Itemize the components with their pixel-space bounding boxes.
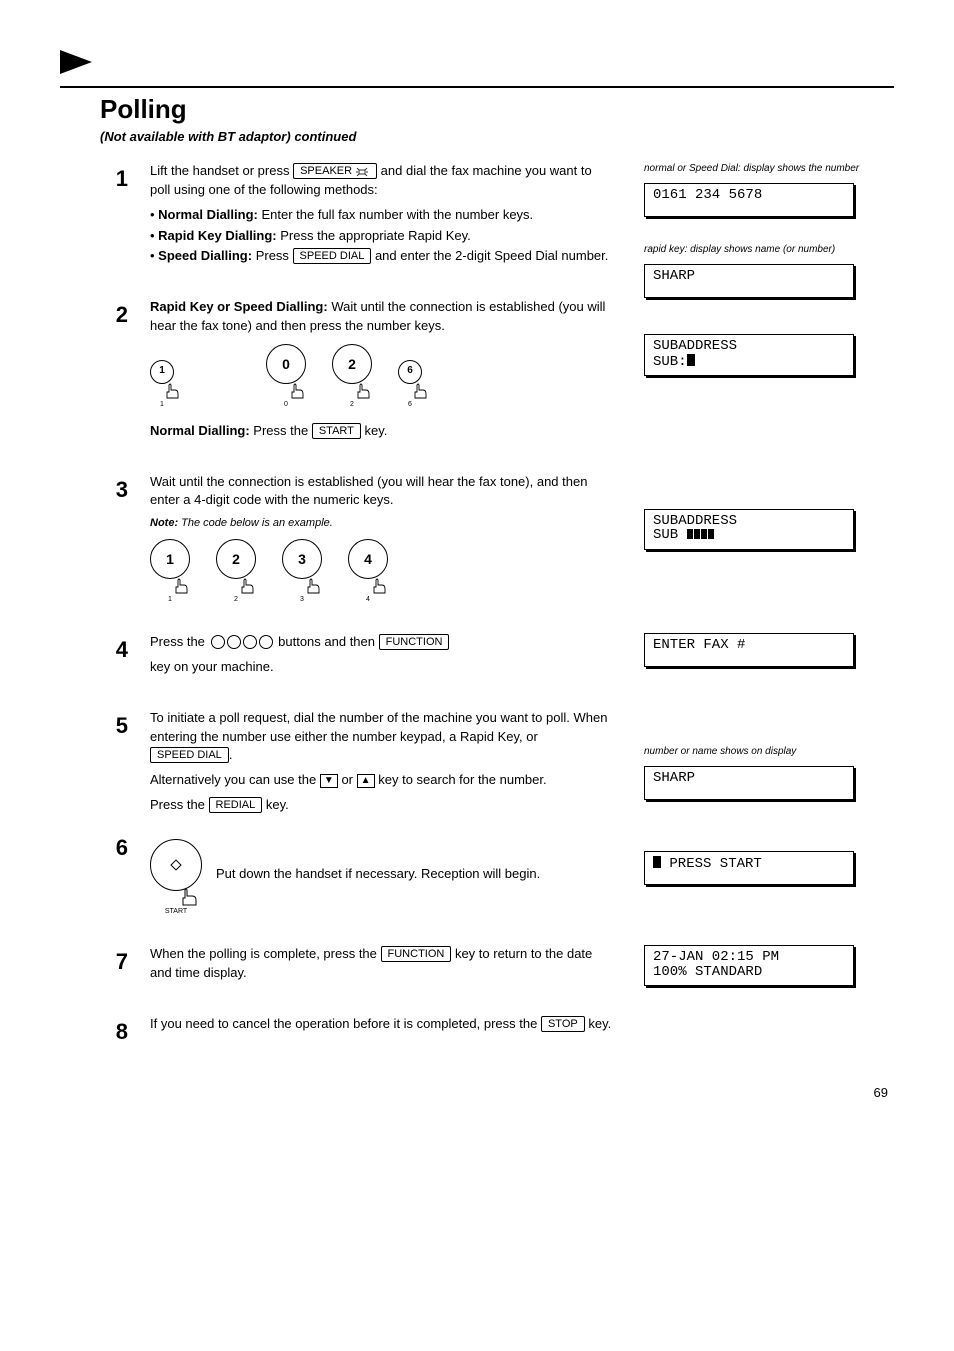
step-number-4: 4 — [100, 633, 128, 683]
down-arrow-key: ▼ — [320, 774, 338, 788]
play-triangle-icon — [60, 50, 98, 78]
step-number-5: 5 — [100, 709, 128, 821]
function-key: FUNCTION — [379, 634, 450, 650]
keypad-3-button: 3 — [282, 539, 322, 579]
step-body-3: Wait until the connection is established… — [150, 473, 622, 608]
lcd-col-1: normal or Speed Dial: display shows the … — [644, 162, 894, 298]
keypad-0-button: 0 — [266, 344, 306, 384]
lcd-col-6: PRESS START — [644, 831, 894, 919]
cursor-block-icon — [687, 354, 695, 366]
hand-pointer-icon — [238, 577, 258, 595]
keypad-1-button: 1 — [150, 360, 174, 384]
speed-dial-key: SPEED DIAL — [150, 747, 229, 763]
page-number: 69 — [60, 1085, 894, 1100]
lcd-caption: rapid key: display shows name (or number… — [644, 243, 894, 256]
step-body-1: Lift the handset or press SPEAKER and di… — [150, 162, 622, 298]
keypad-1-button: 1 — [150, 539, 190, 579]
keypad-2-button: 2 — [216, 539, 256, 579]
page-subtitle: (Not available with BT adaptor) continue… — [100, 129, 894, 144]
start-key: START — [312, 423, 361, 439]
lcd-col-2: SUBADDRESS SUB: — [644, 298, 894, 447]
lcd-display: PRESS START — [644, 851, 854, 885]
hand-pointer-icon — [163, 382, 183, 400]
lcd-caption: number or name shows on display — [644, 745, 894, 758]
cursor-block-icon — [653, 856, 661, 868]
lcd-col-4: ENTER FAX # — [644, 633, 894, 683]
lcd-display: ENTER FAX # — [644, 633, 854, 667]
lcd-display: SUBADDRESS SUB: — [644, 334, 854, 376]
lcd-display: 0161 234 5678 — [644, 183, 854, 217]
cursor-blocks-icon — [687, 529, 714, 539]
hand-pointer-icon — [354, 382, 374, 400]
step-body-5: To initiate a poll request, dial the num… — [150, 709, 622, 821]
mini-buttons-icon — [211, 635, 273, 649]
header-rule — [60, 86, 894, 88]
lcd-col-3: SUBADDRESS SUB — [644, 473, 894, 608]
lcd-display: 27-JAN 02:15 PM 100% STANDARD — [644, 945, 854, 986]
step-body-2: Rapid Key or Speed Dialling: Wait until … — [150, 298, 622, 447]
light-icon — [356, 167, 370, 181]
hand-pointer-icon — [411, 382, 431, 400]
stop-key: STOP — [541, 1016, 585, 1032]
lcd-display: SHARP — [644, 264, 854, 298]
lcd-caption: normal or Speed Dial: display shows the … — [644, 162, 894, 175]
lcd-display: SUBADDRESS SUB — [644, 509, 854, 550]
step-number-8: 8 — [100, 1015, 128, 1045]
function-key: FUNCTION — [381, 946, 452, 962]
step-body-6: START Put down the handset if necessary.… — [150, 831, 622, 919]
redial-key: REDIAL — [209, 797, 263, 813]
hand-pointer-icon — [304, 577, 324, 595]
step-number-6: 6 — [100, 831, 128, 919]
keypad-4-button: 4 — [348, 539, 388, 579]
speaker-key: SPEAKER — [293, 163, 377, 179]
step-number-1: 1 — [100, 162, 128, 298]
step-body-7: When the polling is complete, press the … — [150, 945, 622, 989]
lcd-col-8 — [644, 1015, 894, 1045]
keypad-2-button: 2 — [332, 344, 372, 384]
hand-pointer-icon — [179, 887, 201, 907]
hand-pointer-icon — [370, 577, 390, 595]
lcd-col-7: 27-JAN 02:15 PM 100% STANDARD — [644, 945, 894, 989]
speed-dial-key: SPEED DIAL — [293, 248, 372, 264]
up-arrow-key: ▲ — [357, 774, 375, 788]
keypad-6-button: 6 — [398, 360, 422, 384]
lcd-col-5: number or name shows on display SHARP — [644, 709, 894, 821]
hand-pointer-icon — [288, 382, 308, 400]
step-number-7: 7 — [100, 945, 128, 989]
start-button — [150, 839, 202, 891]
diamond-icon — [170, 859, 181, 870]
hand-pointer-icon — [172, 577, 192, 595]
page-title: Polling — [100, 94, 894, 125]
step-body-8: If you need to cancel the operation befo… — [150, 1015, 622, 1045]
section-marker — [60, 50, 894, 78]
step-number-3: 3 — [100, 473, 128, 608]
step-number-2: 2 — [100, 298, 128, 447]
step-body-4: Press the buttons and then FUNCTION key … — [150, 633, 622, 683]
lcd-display: SHARP — [644, 766, 854, 800]
